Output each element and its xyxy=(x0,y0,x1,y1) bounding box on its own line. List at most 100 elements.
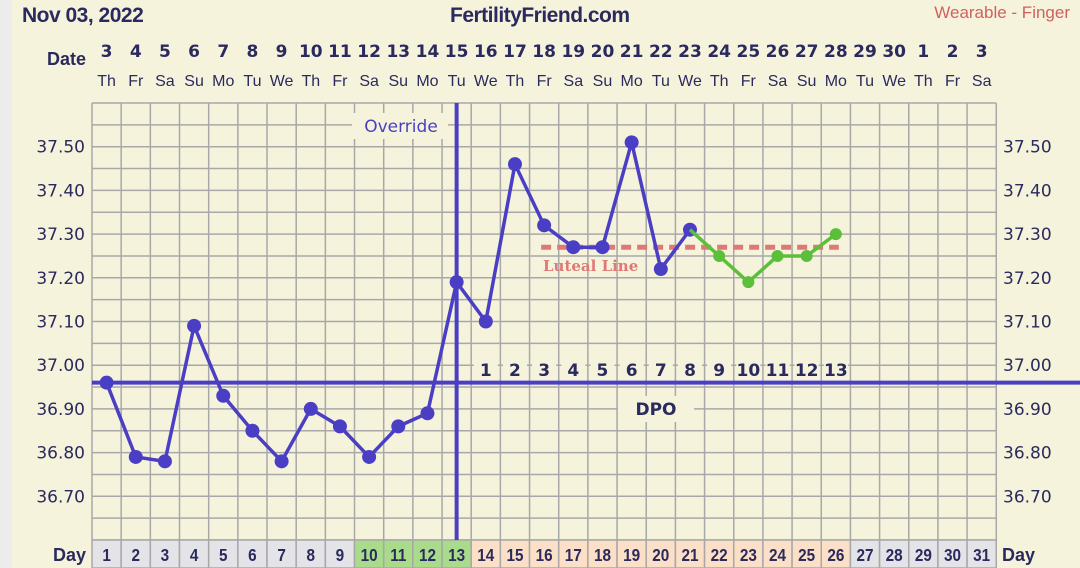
data-source-label: Wearable - Finger xyxy=(934,3,1070,22)
y-tick-left: 36.70 xyxy=(36,487,85,507)
temperature-point xyxy=(157,454,172,469)
dpo-number: 4 xyxy=(567,361,579,381)
temperature-point xyxy=(829,228,842,241)
date-label: 28 xyxy=(824,42,848,62)
temperature-point xyxy=(478,314,493,329)
y-tick-left: 37.40 xyxy=(36,181,85,201)
date-label: 14 xyxy=(416,42,440,62)
weekday-label: Th xyxy=(97,73,116,90)
dpo-number: 9 xyxy=(713,361,725,381)
cycle-day-label: 9 xyxy=(336,545,345,565)
day-cell xyxy=(557,539,589,568)
day-cell xyxy=(732,539,764,568)
cycle-day-label: 31 xyxy=(973,545,990,565)
override-label-bg xyxy=(352,113,448,139)
weekday-label: Sa xyxy=(768,73,788,90)
weekday-label: Su xyxy=(388,73,408,90)
temperature-point xyxy=(245,423,260,438)
temperature-point xyxy=(507,157,522,172)
weekday-label: Su xyxy=(593,73,613,90)
day-cell xyxy=(966,539,998,568)
site-title: FertilityFriend.com xyxy=(450,4,630,27)
weekday-label: Th xyxy=(914,73,933,90)
date-label: 3 xyxy=(101,42,113,62)
day-cell xyxy=(441,539,472,568)
day-cell xyxy=(878,539,910,568)
y-tick-right: 36.90 xyxy=(1003,400,1052,420)
dpo-number-bg xyxy=(794,358,819,380)
weekday-label: Sa xyxy=(359,73,379,90)
y-tick-left: 36.90 xyxy=(36,400,85,420)
weekday-label: Su xyxy=(797,73,817,90)
weekday-label: Tu xyxy=(652,73,670,90)
cycle-day-label: 11 xyxy=(390,545,406,565)
cycle-day-label: 19 xyxy=(623,545,640,565)
weekday-label: We xyxy=(474,73,498,90)
temperature-point xyxy=(332,419,347,434)
weekday-label: Fr xyxy=(945,73,961,90)
cycle-day-label: 30 xyxy=(944,545,961,565)
weekday-label: Fr xyxy=(332,73,348,90)
weekday-label: We xyxy=(678,73,702,90)
dpo-number-bg xyxy=(736,358,761,380)
dpo-number-bg xyxy=(677,358,702,380)
temperature-point xyxy=(713,249,726,262)
date-label: 5 xyxy=(159,42,171,62)
cycle-day-label: 4 xyxy=(190,545,199,565)
day-cell xyxy=(295,539,327,568)
date-label: 9 xyxy=(276,42,288,62)
weekday-label: Th xyxy=(301,73,320,90)
date-label: 21 xyxy=(620,42,644,62)
temperature-point xyxy=(128,449,143,464)
day-cell xyxy=(587,539,618,568)
date-label: 26 xyxy=(766,42,790,62)
weekday-label: Fr xyxy=(537,73,553,90)
date-label: 25 xyxy=(736,42,760,62)
y-tick-right: 36.70 xyxy=(1003,487,1052,507)
weekday-label: Mo xyxy=(212,73,234,90)
dpo-number: 1 xyxy=(480,361,492,381)
weekday-label: Sa xyxy=(155,73,175,90)
day-row-label-right: Day xyxy=(1002,545,1035,565)
temperature-point xyxy=(449,275,464,290)
date-label: 4 xyxy=(130,42,142,62)
cycle-day-label: 8 xyxy=(307,545,316,565)
y-tick-left: 37.30 xyxy=(36,225,85,245)
y-tick-right: 36.80 xyxy=(1003,444,1052,464)
cycle-day-label: 5 xyxy=(219,545,228,565)
date-label: 30 xyxy=(882,42,906,62)
date-label: 16 xyxy=(474,42,498,62)
dpo-number-bg xyxy=(707,358,732,380)
day-cell xyxy=(412,539,443,568)
temperature-point xyxy=(420,406,435,421)
y-tick-right: 37.50 xyxy=(1003,138,1052,158)
temperature-point xyxy=(595,240,610,255)
temperature-point xyxy=(742,276,755,289)
cycle-day-label: 15 xyxy=(506,545,523,565)
dpo-number: 8 xyxy=(684,361,696,381)
dpo-number: 3 xyxy=(538,361,550,381)
y-tick-right: 37.30 xyxy=(1003,225,1052,245)
cycle-day-label: 17 xyxy=(565,545,582,565)
dpo-label: DPO xyxy=(635,400,676,420)
day-cell xyxy=(324,539,356,568)
date-label: 18 xyxy=(532,42,556,62)
date-label: 7 xyxy=(217,42,229,62)
dpo-number: 7 xyxy=(655,361,667,381)
weekday-label: Sa xyxy=(564,73,584,90)
weekday-label: Th xyxy=(710,73,729,90)
cycle-day-label: 18 xyxy=(594,545,611,565)
dpo-number: 10 xyxy=(736,361,760,381)
dpo-number: 11 xyxy=(766,361,790,381)
cycle-day-label: 25 xyxy=(798,545,815,565)
y-tick-left: 37.10 xyxy=(36,313,85,333)
temperature-point xyxy=(566,240,581,255)
day-cell xyxy=(791,539,823,568)
date-label: 22 xyxy=(649,42,673,62)
cycle-day-label: 21 xyxy=(681,545,698,565)
weekday-label: Sa xyxy=(972,73,992,90)
day-cell xyxy=(849,539,881,568)
cycle-day-label: 7 xyxy=(277,545,286,565)
dpo-number-bg xyxy=(765,358,790,380)
temperature-point xyxy=(653,262,668,277)
